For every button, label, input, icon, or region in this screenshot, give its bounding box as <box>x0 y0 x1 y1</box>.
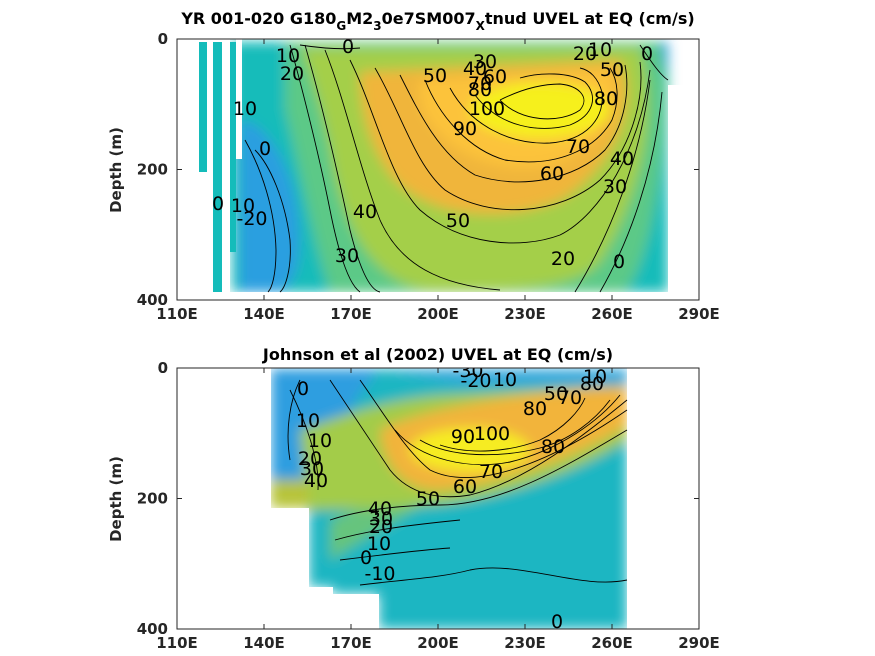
x-tick-label: 230E <box>504 305 546 323</box>
top-contour-label: 60 <box>540 163 564 185</box>
x-tick-label: 140E <box>243 305 285 323</box>
x-tick-label: 230E <box>504 634 546 652</box>
bottom-contour-label: 30 <box>300 458 324 480</box>
y-tick-label: 400 <box>137 620 168 638</box>
bottom-panel: -30 -20 10 50 80 10 0 70 10 80 100 90 80… <box>176 360 700 633</box>
top-contour-label: 10 <box>231 195 255 217</box>
top-contour-label: 30 <box>603 176 627 198</box>
bottom-contour-label: 10 <box>583 366 607 388</box>
bottom-contour-labels: -30 -20 10 50 80 10 0 70 10 80 100 90 80… <box>296 360 607 633</box>
top-contour-label: 70 <box>468 73 492 95</box>
top-y-axis-label: Depth (m) <box>107 127 125 213</box>
top-contour-label: 0 <box>259 138 271 160</box>
bottom-contour-label: 10 <box>296 410 320 432</box>
y-tick-label: 200 <box>137 161 168 179</box>
bottom-contour-label: 70 <box>558 387 582 409</box>
bottom-contour-label: 30 <box>369 508 393 530</box>
top-contour-label: 20 <box>280 63 304 85</box>
bottom-contour-label: -20 <box>460 370 491 392</box>
bottom-contour-label: -30 <box>452 360 483 382</box>
x-tick-label: 290E <box>678 305 720 323</box>
x-tick-label: 290E <box>678 634 720 652</box>
x-tick-label: 170E <box>330 305 372 323</box>
y-tick-label: 400 <box>137 291 168 309</box>
x-tick-label: 170E <box>330 634 372 652</box>
bottom-contour-label: 60 <box>453 476 477 498</box>
top-contour-label: 20 <box>573 43 597 65</box>
top-contour-label: 30 <box>335 245 359 267</box>
top-contour-label: 40 <box>610 148 634 170</box>
bottom-contour-label: 0 <box>551 611 563 633</box>
top-contour-label: 60 <box>483 66 507 88</box>
bottom-contours <box>287 379 628 586</box>
top-contour-label: 20 <box>551 248 575 270</box>
y-tick-label: 0 <box>158 30 168 48</box>
bottom-contour-label: 20 <box>298 448 322 470</box>
bottom-contour-label: 50 <box>416 488 440 510</box>
top-panel-field: 10 0 20 30 40 50 60 70 80 20 10 50 0 80 … <box>177 39 699 300</box>
bottom-contour-label: 70 <box>479 461 503 483</box>
y-tick-label: 200 <box>137 490 168 508</box>
top-contour-label: 10 <box>233 98 257 120</box>
top-panel-title: YR 001-020 G180GM230e7SM007Xtnud UVEL at… <box>180 9 694 33</box>
top-contour-label: 70 <box>566 136 590 158</box>
bottom-contour-label: 80 <box>541 436 565 458</box>
bottom-panel-field: -30 -20 10 50 80 10 0 70 10 80 100 90 80… <box>177 360 699 633</box>
x-tick-label: 260E <box>591 634 633 652</box>
bottom-contour-label: 10 <box>367 533 391 555</box>
top-contour-label: 0 <box>212 193 224 215</box>
bottom-contour-label: 0 <box>360 547 372 569</box>
x-tick-label: 110E <box>156 634 198 652</box>
bottom-contour-label: 80 <box>523 398 547 420</box>
top-contour-label: 50 <box>423 65 447 87</box>
top-contour-label: 100 <box>469 98 505 120</box>
x-tick-label: 200E <box>417 305 459 323</box>
top-contour-label: 80 <box>594 88 618 110</box>
top-contours <box>244 44 669 293</box>
bottom-contour-label: 80 <box>580 373 604 395</box>
bottom-contour-label: 20 <box>369 516 393 538</box>
top-contour-label: 40 <box>353 201 377 223</box>
top-contour-label: 50 <box>600 59 624 81</box>
bottom-contour-label: 50 <box>544 383 568 405</box>
bottom-contour-label: 10 <box>493 369 517 391</box>
top-contour-label: 50 <box>446 210 470 232</box>
bottom-y-axis-label: Depth (m) <box>107 456 125 542</box>
top-contour-label: 0 <box>613 251 625 273</box>
top-contour-label: 10 <box>588 39 612 61</box>
bottom-panel-title: Johnson et al (2002) UVEL at EQ (cm/s) <box>262 345 613 364</box>
bottom-contour-label: 0 <box>297 378 309 400</box>
top-contour-label: 10 <box>276 45 300 67</box>
x-tick-label: 260E <box>591 305 633 323</box>
top-contour-labels: 10 0 20 30 40 50 60 70 80 20 10 50 0 80 … <box>212 39 653 273</box>
bottom-contour-label: 40 <box>304 470 328 492</box>
top-contour-label: 30 <box>473 51 497 73</box>
top-contour-label: 80 <box>468 79 492 101</box>
top-contour-label: -20 <box>236 208 267 230</box>
y-tick-label: 0 <box>158 359 168 377</box>
bottom-contour-label: 40 <box>368 498 392 520</box>
bottom-contour-label: 10 <box>308 430 332 452</box>
top-contour-label: 0 <box>641 43 653 65</box>
x-tick-label: 140E <box>243 634 285 652</box>
bottom-contour-label: -10 <box>364 563 395 585</box>
top-panel: 10 0 20 30 40 50 60 70 80 20 10 50 0 80 … <box>176 38 700 301</box>
x-tick-label: 110E <box>156 305 198 323</box>
x-tick-label: 200E <box>417 634 459 652</box>
top-contour-label: 90 <box>453 118 477 140</box>
bottom-contour-label: 100 <box>474 423 510 445</box>
bottom-contour-label: 90 <box>451 426 475 448</box>
top-contour-label: 40 <box>463 58 487 80</box>
